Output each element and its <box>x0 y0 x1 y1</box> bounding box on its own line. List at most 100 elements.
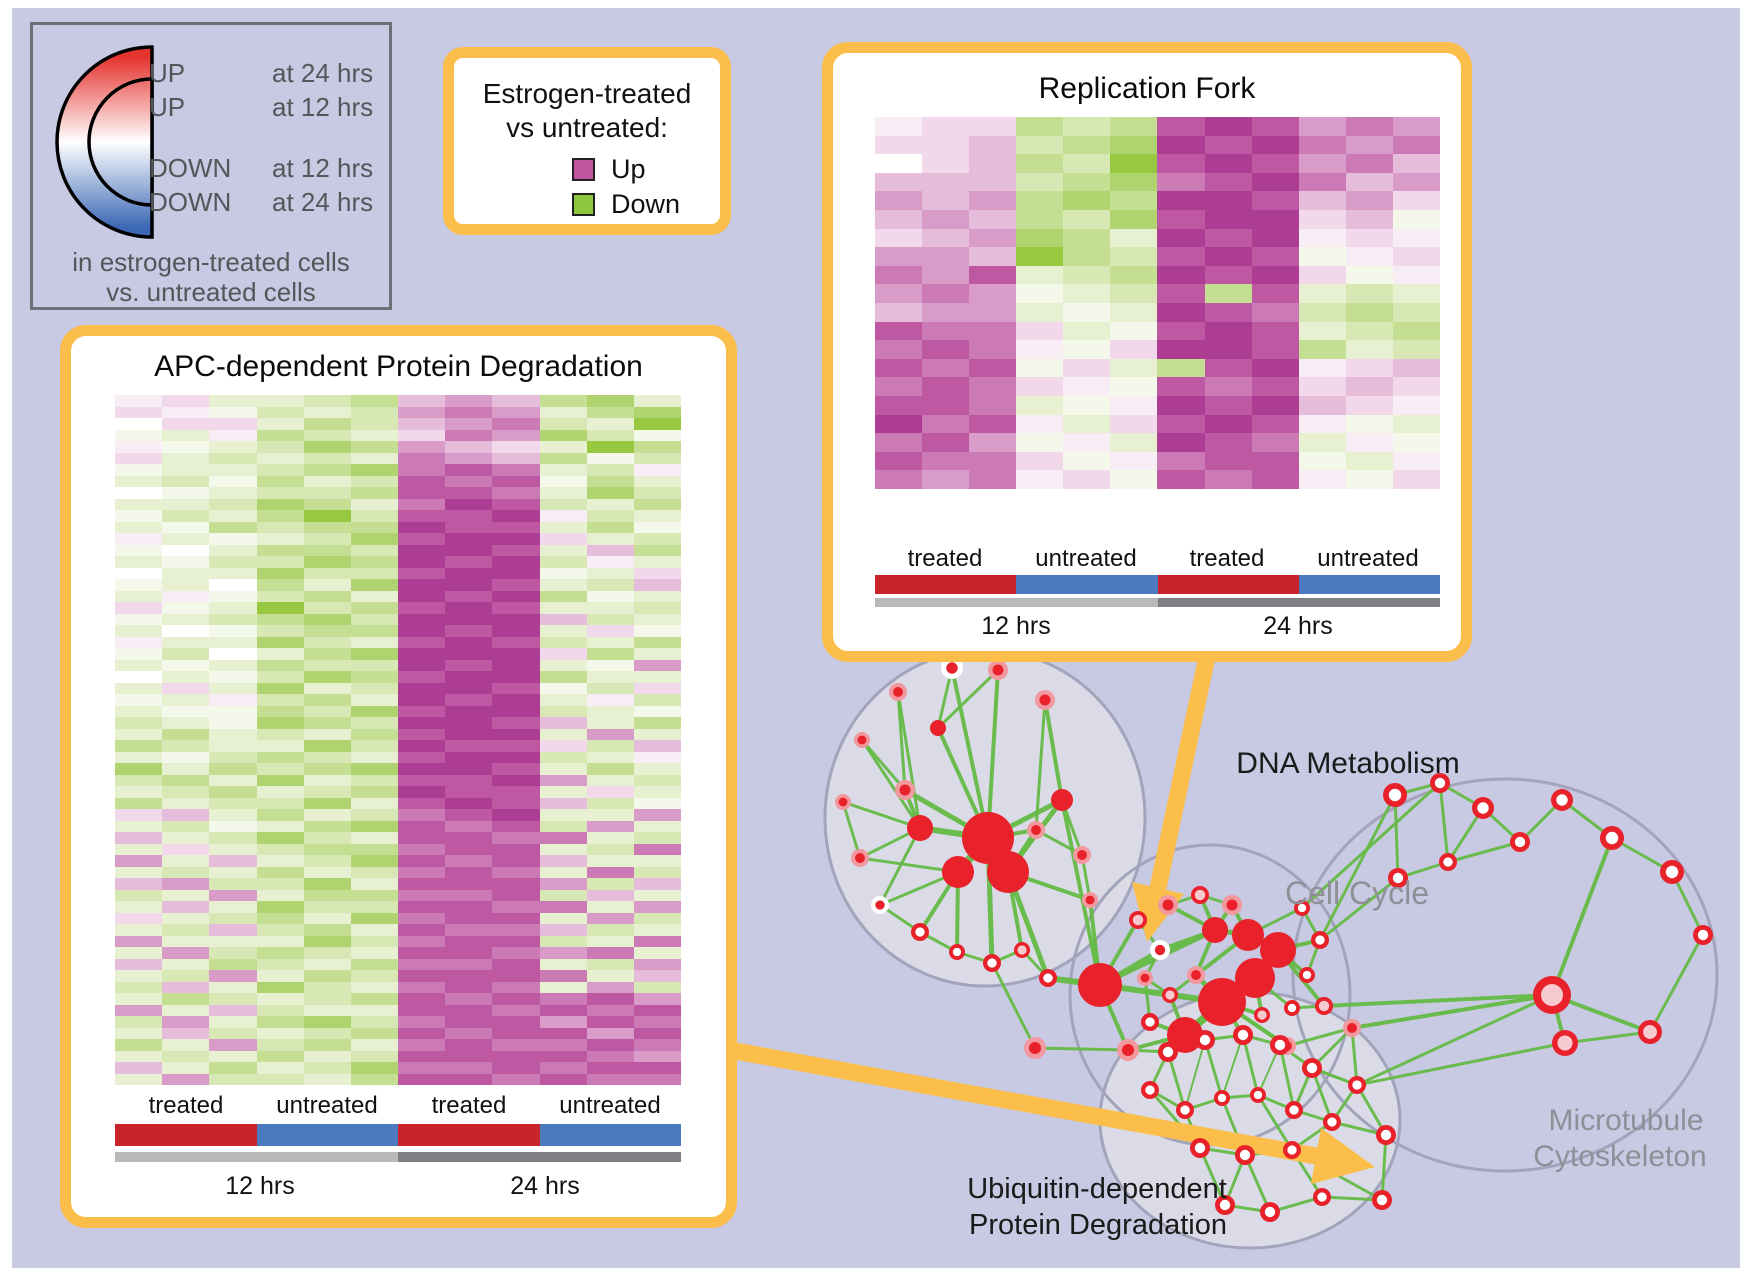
heatmap-cell <box>115 613 163 625</box>
heatmap-cell <box>162 843 210 855</box>
heatmap-cell <box>115 1062 163 1074</box>
heatmap-cell <box>1016 414 1064 434</box>
heatmap-cell <box>398 1039 446 1051</box>
heatmap-cell <box>398 751 446 763</box>
heatmap-cell <box>209 970 257 982</box>
heatmap-cell <box>256 1073 304 1085</box>
heatmap-cell <box>398 786 446 798</box>
heatmap-cell <box>1157 117 1205 136</box>
heatmap-cell <box>1063 321 1111 341</box>
heatmap-cell <box>1016 135 1064 155</box>
heatmap-cell <box>303 935 351 947</box>
heatmap-cell <box>398 832 446 844</box>
heatmap-cell <box>162 763 210 775</box>
heatmap-cell <box>1345 396 1393 415</box>
heatmap-cell <box>303 1050 351 1062</box>
heatmap-cell <box>539 1050 587 1062</box>
heatmap-cell <box>256 694 304 706</box>
heatmap-cell <box>586 912 634 924</box>
heatmap-cell <box>586 1062 634 1074</box>
heatmap-cell <box>1110 154 1158 173</box>
network-edge <box>1322 993 1554 1008</box>
network-node-solid-red <box>1232 919 1264 951</box>
heatmap-cell <box>586 590 634 602</box>
heatmap-cell <box>492 659 540 671</box>
heatmap-cell <box>162 1039 210 1051</box>
rf-group-label-1: treated <box>907 545 983 572</box>
network-edge <box>1550 836 1614 997</box>
heatmap-cell <box>398 406 446 418</box>
heatmap-cell <box>350 1004 398 1016</box>
heatmap-cell <box>398 567 446 579</box>
network-edge <box>950 666 990 840</box>
heatmap-cell <box>1345 358 1393 378</box>
network-node-pink-halo-red-center <box>1073 846 1091 864</box>
heatmap-cell <box>633 832 681 844</box>
heatmap-cell <box>115 625 163 637</box>
heatmap-cell <box>115 901 163 913</box>
heatmap-cell <box>350 487 398 499</box>
heatmap-cell <box>1110 210 1158 229</box>
heatmap-cell <box>969 414 1017 434</box>
heatmap-cell <box>492 970 540 982</box>
heatmap-cell <box>1298 414 1346 434</box>
heatmap-cell <box>398 452 446 464</box>
heatmap-cell <box>1110 414 1158 434</box>
rf-group-label-3: treated <box>1189 545 1265 572</box>
heatmap-cell <box>350 855 398 867</box>
heatmap-cell <box>1016 210 1064 229</box>
heatmap-cell <box>1157 303 1205 322</box>
heatmap-cell <box>162 659 210 671</box>
heatmap-cell <box>303 728 351 740</box>
heatmap-cell <box>445 625 493 637</box>
network-node-red-ring-white-center <box>1233 1025 1253 1045</box>
heatmap-cell <box>1392 321 1440 341</box>
heatmap-cell <box>209 843 257 855</box>
heatmap-cell <box>162 728 210 740</box>
heatmap-cell <box>209 889 257 901</box>
heatmap-cell <box>445 832 493 844</box>
heatmap-cell <box>586 694 634 706</box>
heatmap-cell <box>162 418 210 430</box>
heatmap-cell <box>1392 377 1440 396</box>
heatmap-cell <box>1157 451 1205 471</box>
heatmap-cell <box>256 958 304 970</box>
estrogen-legend-title-line1: Estrogen-treated <box>482 78 692 109</box>
heatmap-cell <box>1298 433 1346 452</box>
heatmap-cell <box>969 228 1017 248</box>
heatmap-cell <box>875 303 923 322</box>
heatmap-cell <box>539 395 587 407</box>
heatmap-cell <box>350 786 398 798</box>
heatmap-cell <box>633 912 681 924</box>
heatmap-cell <box>539 533 587 545</box>
heatmap-cell <box>1110 117 1158 136</box>
heatmap-cell <box>398 763 446 775</box>
heatmap-cell <box>398 935 446 947</box>
heatmap-cell <box>1392 135 1440 155</box>
updown-circle-icon <box>55 45 154 239</box>
heatmap-cell <box>492 786 540 798</box>
network-node-red-ring-white-center <box>1158 1042 1178 1062</box>
heatmap-cell <box>875 451 923 471</box>
heatmap-cell <box>1251 303 1299 322</box>
heatmap-cell <box>633 659 681 671</box>
heatmap-cell <box>1157 414 1205 434</box>
heatmap-cell <box>303 832 351 844</box>
heatmap-cell <box>115 510 163 522</box>
network-node-red-ring-white-center <box>1388 868 1408 888</box>
heatmap-cell <box>492 487 540 499</box>
heatmap-cell <box>398 441 446 453</box>
network-edge <box>1033 1046 1130 1052</box>
heatmap-cell <box>586 809 634 821</box>
heatmap-cell <box>445 671 493 683</box>
heatmap-cell <box>586 510 634 522</box>
heatmap-cell <box>303 797 351 809</box>
heatmap-cell <box>539 406 587 418</box>
apc-12hrs-label: 12 hrs <box>225 1172 295 1200</box>
heatmap-cell <box>1298 321 1346 341</box>
heatmap-cell <box>539 993 587 1005</box>
network-node-red-ring-white-center <box>1284 1000 1300 1016</box>
heatmap-cell <box>1392 414 1440 434</box>
heatmap-cell <box>398 648 446 660</box>
heatmap-cell <box>633 935 681 947</box>
